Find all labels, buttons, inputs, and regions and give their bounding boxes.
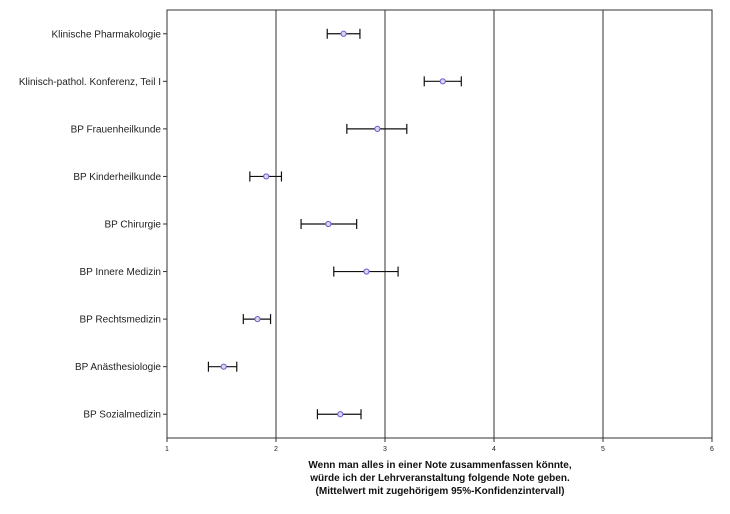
category-labels: Klinische Pharmakologie Klinisch-pathol. … <box>19 29 167 421</box>
category-label: BP Anästhesiologie <box>75 362 161 373</box>
x-axis-title-line-3: (Mittelwert mit zugehörigem 95%-Konfiden… <box>316 486 565 497</box>
x-axis-ticks: 1 2 3 4 5 6 <box>165 438 714 453</box>
mean-point <box>374 125 381 132</box>
category-label: BP Innere Medizin <box>79 267 161 278</box>
mean-point <box>263 173 270 180</box>
x-tick-label: 2 <box>274 446 278 453</box>
mean-point <box>325 220 332 228</box>
x-tick-label: 1 <box>165 446 169 453</box>
mean-point <box>363 268 370 275</box>
plot-frame <box>166 9 713 439</box>
category-label: Klinisch-pathol. Konferenz, Teil I <box>19 77 161 88</box>
mean-point <box>220 363 227 370</box>
x-tick-label: 5 <box>601 446 605 453</box>
category-label: BP Sozialmedizin <box>83 410 161 421</box>
gridlines <box>275 10 604 438</box>
category-label: BP Kinderheilkunde <box>73 172 161 183</box>
x-tick-label: 4 <box>492 446 496 453</box>
mean-point <box>337 411 344 418</box>
x-axis-title-line-1: Wenn man alles in einer Note zusammenfas… <box>308 460 571 471</box>
category-label: Klinische Pharmakologie <box>51 29 161 40</box>
mean-point <box>340 30 347 37</box>
category-label: BP Rechtsmedizin <box>79 315 161 326</box>
x-tick-label: 3 <box>383 446 387 453</box>
mean-point <box>439 78 446 85</box>
mean-point <box>254 316 261 323</box>
category-label: BP Chirurgie <box>104 220 161 231</box>
x-axis-title: Wenn man alles in einer Note zusammenfas… <box>308 460 571 497</box>
x-axis-title-line-2: würde ich der Lehrveranstaltung folgende… <box>309 473 570 484</box>
data-marks <box>207 28 462 420</box>
x-tick-label: 6 <box>710 446 714 453</box>
category-label: BP Frauenheilkunde <box>71 124 162 135</box>
